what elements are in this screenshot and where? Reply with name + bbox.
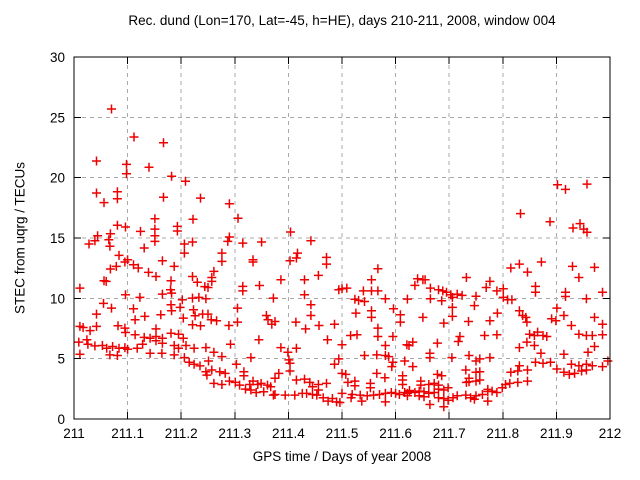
chart-title: Rec. dund (Lon=170, Lat=-45, h=HE), days… [128,13,556,28]
x-tick-label: 211 [63,426,85,441]
y-tick-label: 20 [50,171,65,186]
x-axis-label: GPS time / Days of year 2008 [252,449,432,464]
x-tick-label: 211.7 [433,426,466,441]
y-tick-label: 0 [57,412,65,427]
x-tick-label: 211.4 [272,426,305,441]
x-tick-label: 211.2 [165,426,198,441]
x-tick-label: 212 [599,426,622,441]
y-tick-label: 30 [50,50,65,65]
scatter-points [74,104,613,412]
x-tick-label: 211.8 [486,426,519,441]
y-axis-label: STEC from uqrg / TECUs [12,161,28,315]
y-tick-label: 10 [50,291,65,306]
x-tick-label: 211.5 [326,426,359,441]
y-tick-label: 15 [50,231,65,246]
y-tick-label: 5 [57,352,65,367]
x-tick-label: 211.6 [379,426,412,441]
y-tick-label: 25 [50,110,65,125]
x-tick-label: 211.3 [218,426,251,441]
x-tick-label: 211.1 [111,426,144,441]
x-tick-label: 211.9 [540,426,573,441]
